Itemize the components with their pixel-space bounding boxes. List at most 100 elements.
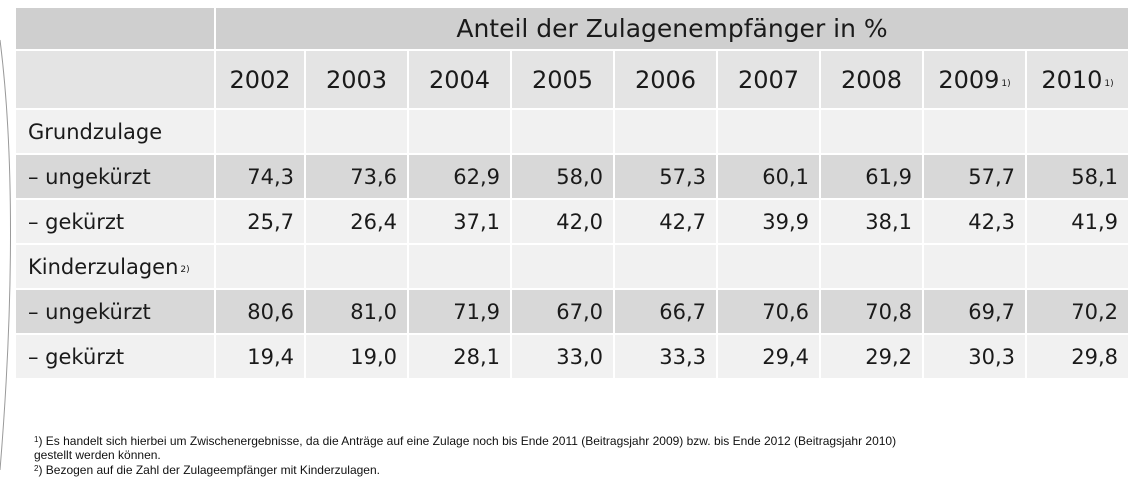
value-cell: 19,4 [216, 335, 306, 380]
value-cell: 67,0 [512, 290, 615, 335]
value-cell: 42,7 [615, 200, 718, 245]
value-cell: 28,1 [409, 335, 512, 380]
empty-cell [718, 245, 821, 290]
year-label: 2009 [938, 65, 1000, 94]
value-cell: 41,9 [1027, 200, 1130, 245]
year-header-row: 2002 2003 2004 2005 2006 2007 2008 2009 1) 2010 1) [16, 51, 1130, 110]
value-cell: 57,3 [615, 155, 718, 200]
year-label: 2007 [737, 65, 800, 94]
table-row: – ungekürzt 80,6 81,0 71,9 67,0 66,7 70,6 70,8 6… [16, 290, 1130, 335]
row-label: – gekürzt [16, 200, 216, 245]
row-label: – ungekürzt [16, 290, 216, 335]
value-cell: 29,2 [821, 335, 924, 380]
table-row: – gekürzt 19,4 19,0 28,1 33,0 33,3 29,4 29,2 30,… [16, 335, 1130, 380]
table-body: Anteil der Zulagenempfänger in % 2002 2003… [16, 8, 1130, 380]
empty-cell [512, 110, 615, 155]
footnote-marker: 1) [1104, 78, 1114, 89]
value-cell: 74,3 [216, 155, 306, 200]
year-header-2007: 2007 [718, 51, 821, 110]
value-cell: 70,6 [718, 290, 821, 335]
footnote-marker: 1) [1001, 78, 1011, 89]
year-label: 2004 [428, 65, 491, 94]
empty-cell [924, 110, 1027, 155]
footnote: 1) Es handelt sich hierbei um Zwischener… [34, 433, 1034, 462]
value-cell: 71,9 [409, 290, 512, 335]
value-cell: 26,4 [306, 200, 409, 245]
year-label: 2002 [229, 65, 291, 94]
value-cell: 60,1 [718, 155, 821, 200]
row-label: – gekürzt [16, 335, 216, 380]
value-cell: 19,0 [306, 335, 409, 380]
year-header-2002: 2002 [216, 51, 306, 110]
value-cell: 61,9 [821, 155, 924, 200]
value-cell: 29,4 [718, 335, 821, 380]
value-cell: 81,0 [306, 290, 409, 335]
group-header-row: Grundzulage [16, 110, 1130, 155]
empty-cell [615, 110, 718, 155]
value-cell: 29,8 [1027, 335, 1130, 380]
group-label-text: Kinderzulagen [28, 254, 179, 279]
empty-cell [821, 110, 924, 155]
empty-cell [924, 245, 1027, 290]
table-row: – ungekürzt 74,3 73,6 62,9 58,0 57,3 60,1 61,9 5… [16, 155, 1130, 200]
value-cell: 42,3 [924, 200, 1027, 245]
value-cell: 80,6 [216, 290, 306, 335]
corner-cell [16, 8, 216, 51]
year-label: 2005 [531, 65, 594, 94]
empty-cell [409, 245, 512, 290]
value-cell: 37,1 [409, 200, 512, 245]
group-label: Grundzulage [16, 110, 216, 155]
empty-cell [512, 245, 615, 290]
value-cell: 33,3 [615, 335, 718, 380]
value-cell: 66,7 [615, 290, 718, 335]
year-label: 2006 [634, 65, 697, 94]
footnote-marker: 1 [34, 435, 39, 444]
row-label: – ungekürzt [16, 155, 216, 200]
empty-cell [216, 110, 306, 155]
year-label: 2010 [1041, 65, 1103, 94]
value-cell: 62,9 [409, 155, 512, 200]
empty-cell [306, 110, 409, 155]
group-header-row: Kinderzulagen 2) [16, 245, 1130, 290]
value-cell: 58,1 [1027, 155, 1130, 200]
empty-cell [306, 245, 409, 290]
empty-cell [216, 245, 306, 290]
year-header-2003: 2003 [306, 51, 409, 110]
year-header-2009: 2009 1) [924, 51, 1027, 110]
footnote-text: ) Es handelt sich hierbei um Zwischenerg… [38, 434, 897, 448]
footnote-marker: 2 [34, 464, 39, 473]
empty-cell [718, 110, 821, 155]
year-label: 2003 [325, 65, 388, 94]
year-header-2004: 2004 [409, 51, 512, 110]
data-table: Anteil der Zulagenempfänger in % 2002 2003… [16, 8, 1130, 380]
value-cell: 33,0 [512, 335, 615, 380]
footnotes: 1) Es handelt sich hierbei um Zwischener… [34, 433, 1034, 477]
footnote-text: gestellt werden können. [34, 448, 161, 462]
year-header-2005: 2005 [512, 51, 615, 110]
year-label: 2008 [840, 65, 903, 94]
year-header-2010: 2010 1) [1027, 51, 1130, 110]
value-cell: 57,7 [924, 155, 1027, 200]
value-cell: 30,3 [924, 335, 1027, 380]
footnote: 2) Bezogen auf die Zahl der Zulageempfän… [34, 462, 1034, 477]
footnote-marker: 2) [180, 264, 190, 275]
value-cell: 25,7 [216, 200, 306, 245]
empty-cell [409, 110, 512, 155]
value-cell: 38,1 [821, 200, 924, 245]
group-label-text: Grundzulage [28, 119, 163, 144]
value-cell: 58,0 [512, 155, 615, 200]
empty-cell [615, 245, 718, 290]
empty-cell [1027, 110, 1130, 155]
year-header-2008: 2008 [821, 51, 924, 110]
table-row: – gekürzt 25,7 26,4 37,1 42,0 42,7 39,9 38,1 42,… [16, 200, 1130, 245]
value-cell: 70,2 [1027, 290, 1130, 335]
title-row: Anteil der Zulagenempfänger in % [16, 8, 1130, 51]
empty-cell [1027, 245, 1130, 290]
empty-cell [821, 245, 924, 290]
group-label: Kinderzulagen 2) [16, 245, 216, 290]
corner-cell [16, 51, 216, 110]
value-cell: 69,7 [924, 290, 1027, 335]
table-title: Anteil der Zulagenempfänger in % [216, 8, 1130, 51]
year-header-2006: 2006 [615, 51, 718, 110]
